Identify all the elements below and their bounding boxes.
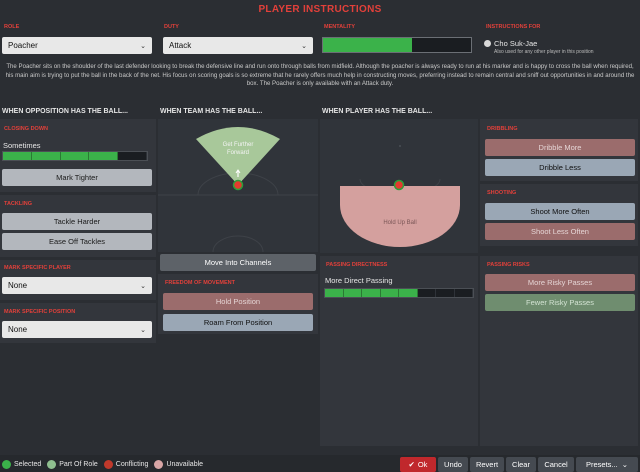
bar-segment bbox=[455, 289, 473, 297]
page-title: PLAYER INSTRUCTIONS bbox=[258, 4, 382, 15]
role-description: The Poacher sits on the shoulder of the … bbox=[5, 63, 635, 88]
duty-label: DUTY bbox=[164, 24, 179, 30]
also-used-note: Also used for any other player in this p… bbox=[494, 49, 594, 55]
bar-segment bbox=[3, 152, 32, 160]
duty-value: Attack bbox=[169, 41, 192, 50]
legend-unavailable: Unavailable bbox=[166, 461, 204, 468]
part-of-role-dot-icon bbox=[47, 460, 57, 469]
passing-directness-panel bbox=[320, 256, 478, 446]
dribbling-label: DRIBBLING bbox=[487, 126, 518, 132]
hold-position-button[interactable]: Hold Position bbox=[163, 293, 313, 310]
mark-player-dropdown[interactable]: None ⌄ bbox=[2, 277, 152, 294]
legend-conflicting: Conflicting bbox=[115, 461, 149, 468]
mentality-label: MENTALITY bbox=[324, 24, 356, 30]
ease-off-tackles-button[interactable]: Ease Off Tackles bbox=[2, 233, 152, 250]
get-further-forward-label[interactable]: Get Further Forward bbox=[222, 142, 254, 156]
revert-button[interactable]: Revert bbox=[470, 457, 504, 472]
player-name: Cho Suk-Jae bbox=[494, 39, 538, 48]
bar-segment bbox=[60, 152, 90, 160]
bar-segment bbox=[118, 152, 147, 160]
selected-dot-icon bbox=[2, 460, 11, 469]
mark-player-value: None bbox=[8, 281, 28, 290]
bar-segment bbox=[399, 289, 418, 297]
chevron-down-icon: ⌄ bbox=[621, 460, 628, 469]
mentality-fill bbox=[323, 38, 412, 52]
chevron-down-icon: ⌄ bbox=[140, 42, 146, 50]
mark-position-label: MARK SPECIFIC POSITION bbox=[4, 309, 76, 315]
shoot-less-often-button[interactable]: Shoot Less Often bbox=[485, 223, 635, 240]
get-further-forward-zone bbox=[196, 127, 280, 185]
shooting-label: SHOOTING bbox=[487, 190, 517, 196]
chevron-down-icon: ⌄ bbox=[301, 42, 307, 50]
undo-button[interactable]: Undo bbox=[438, 457, 468, 472]
more-risky-passes-button[interactable]: More Risky Passes bbox=[485, 274, 635, 291]
player-pitch bbox=[320, 119, 478, 253]
clear-button[interactable]: Clear bbox=[506, 457, 536, 472]
hold-up-ball-zone bbox=[340, 186, 460, 247]
roam-from-position-button[interactable]: Roam From Position bbox=[163, 314, 313, 331]
closing-down-label: CLOSING DOWN bbox=[4, 126, 48, 132]
duty-dropdown[interactable]: Attack ⌄ bbox=[163, 37, 313, 54]
chevron-down-icon: ⌄ bbox=[140, 282, 146, 290]
check-icon: ✔ bbox=[408, 460, 415, 469]
legend-selected: Selected bbox=[14, 461, 42, 468]
cancel-button[interactable]: Cancel bbox=[538, 457, 574, 472]
freedom-label: FREEDOM OF MOVEMENT bbox=[165, 280, 235, 286]
bar-segment bbox=[380, 289, 399, 297]
presets-button[interactable]: Presets... ⌄ bbox=[576, 457, 638, 472]
passing-directness-label: PASSING DIRECTNESS bbox=[326, 262, 388, 268]
fewer-risky-passes-button[interactable]: Fewer Risky Passes bbox=[485, 294, 635, 311]
mark-tighter-button[interactable]: Mark Tighter bbox=[2, 169, 152, 186]
role-label: ROLE bbox=[4, 24, 20, 30]
closing-down-value: Sometimes bbox=[3, 141, 41, 150]
bar-segment bbox=[325, 289, 344, 297]
ok-button[interactable]: ✔ Ok bbox=[400, 457, 436, 472]
bar-segment bbox=[343, 289, 362, 297]
tackle-harder-button[interactable]: Tackle Harder bbox=[2, 213, 152, 230]
unavailable-dot-icon bbox=[154, 460, 164, 469]
passing-directness-value: More Direct Passing bbox=[325, 276, 393, 285]
bar-segment bbox=[31, 152, 61, 160]
closing-down-bar[interactable] bbox=[2, 151, 148, 161]
dribble-less-button[interactable]: Dribble Less bbox=[485, 159, 635, 176]
bar-segment bbox=[362, 289, 381, 297]
legend-part-of-role: Part Of Role bbox=[59, 461, 98, 468]
mentality-bar[interactable] bbox=[322, 37, 472, 53]
radio-icon bbox=[484, 40, 491, 47]
team-pitch bbox=[158, 119, 318, 252]
mark-player-label: MARK SPECIFIC PLAYER bbox=[4, 265, 71, 271]
legend: Selected Part Of Role Conflicting Unavai… bbox=[2, 460, 203, 469]
move-into-channels-button[interactable]: Move Into Channels bbox=[160, 254, 316, 271]
tackling-label: TACKLING bbox=[4, 201, 33, 207]
instructions-for-label: INSTRUCTIONS FOR bbox=[486, 24, 541, 30]
section-opp-ball: WHEN OPPOSITION HAS THE BALL... bbox=[2, 108, 129, 115]
bar-segment bbox=[436, 289, 455, 297]
role-dropdown[interactable]: Poacher ⌄ bbox=[2, 37, 152, 54]
shoot-more-often-button[interactable]: Shoot More Often bbox=[485, 203, 635, 220]
dribble-more-button[interactable]: Dribble More bbox=[485, 139, 635, 156]
conflicting-dot-icon bbox=[103, 460, 113, 469]
passing-directness-bar[interactable] bbox=[324, 288, 474, 298]
passing-risks-label: PASSING RISKS bbox=[487, 262, 530, 268]
player-selector[interactable]: Cho Suk-Jae bbox=[484, 39, 537, 48]
section-team-ball: WHEN TEAM HAS THE BALL... bbox=[160, 108, 263, 115]
role-value: Poacher bbox=[8, 41, 38, 50]
hold-up-ball-label[interactable]: Hold Up Ball bbox=[383, 220, 417, 226]
chevron-down-icon: ⌄ bbox=[140, 326, 146, 334]
mark-position-value: None bbox=[8, 325, 28, 334]
bar-segment bbox=[89, 152, 119, 160]
mark-position-dropdown[interactable]: None ⌄ bbox=[2, 321, 152, 338]
bar-segment bbox=[418, 289, 436, 297]
section-player-ball: WHEN PLAYER HAS THE BALL... bbox=[322, 108, 433, 115]
